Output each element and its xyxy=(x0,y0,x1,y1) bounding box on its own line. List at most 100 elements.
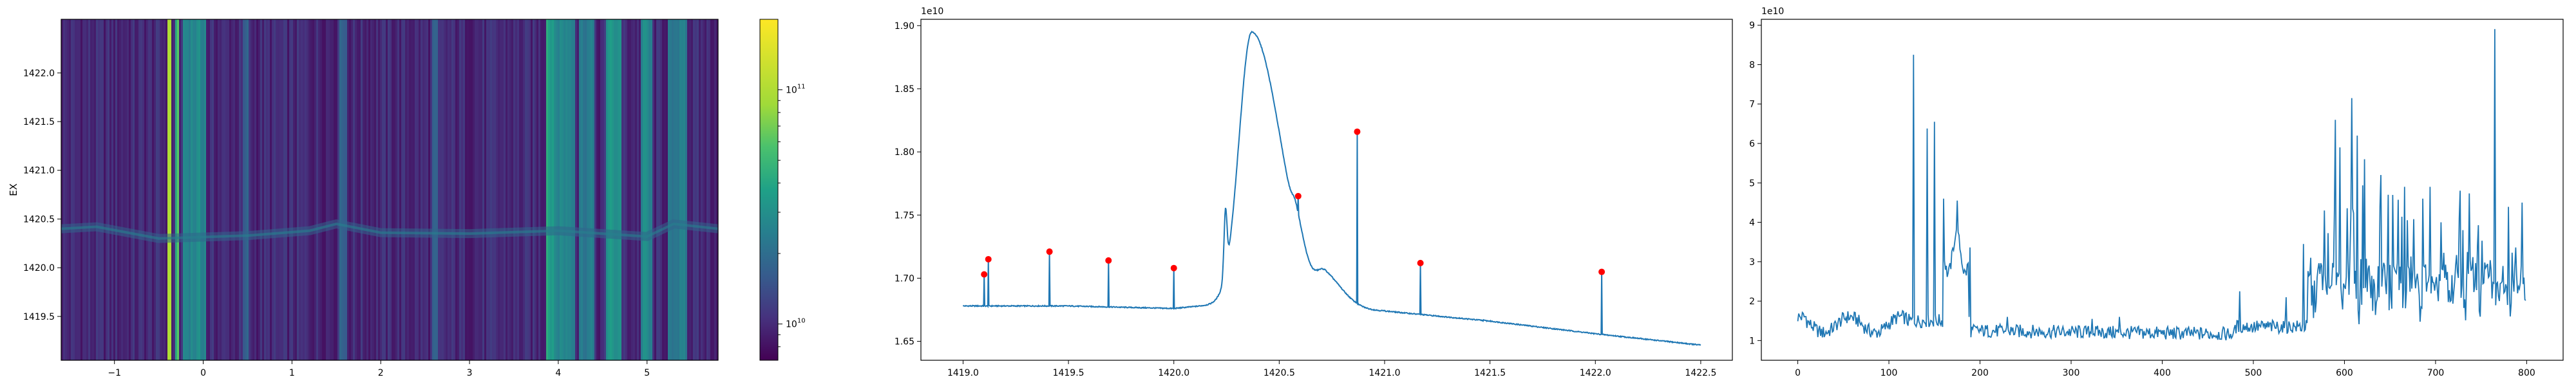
heatmap-column xyxy=(123,19,126,360)
heatmap-column xyxy=(171,19,174,360)
heatmap-column xyxy=(200,19,203,360)
heatmap-column xyxy=(496,19,498,360)
heatmap-column xyxy=(453,19,456,360)
heatmap-column xyxy=(150,19,153,360)
peak-marker xyxy=(981,271,988,278)
heatmap-column xyxy=(334,19,336,360)
heatmap-column xyxy=(243,19,245,360)
heatmap-ytick-label: 1420.5 xyxy=(23,214,55,225)
heatmap-column xyxy=(260,19,263,360)
heatmap-column xyxy=(616,19,618,360)
heatmap-column xyxy=(679,19,682,360)
series-ytick-label: 9 xyxy=(1749,21,1755,31)
heatmap-column xyxy=(154,19,156,360)
heatmap-column xyxy=(660,19,663,360)
heatmap-column xyxy=(706,19,709,360)
heatmap-column xyxy=(708,19,711,360)
heatmap-column xyxy=(71,19,73,360)
heatmap-column xyxy=(567,19,570,360)
heatmap-emission-core xyxy=(61,222,718,240)
heatmap-column xyxy=(291,19,294,360)
heatmap-column xyxy=(710,19,713,360)
heatmap-column xyxy=(135,19,137,360)
heatmap-column xyxy=(554,19,556,360)
heatmap-column xyxy=(594,19,597,360)
heatmap-column xyxy=(179,19,182,360)
heatmap-column xyxy=(455,19,458,360)
heatmap-column xyxy=(535,19,537,360)
heatmap-column xyxy=(69,19,71,360)
heatmap-xtick-label: −1 xyxy=(108,368,121,378)
heatmap-column xyxy=(191,19,193,360)
colorbar-gradient xyxy=(759,19,779,361)
heatmap-column xyxy=(436,19,439,360)
heatmap-column xyxy=(652,19,655,360)
heatmap-column xyxy=(573,19,576,360)
heatmap-column xyxy=(212,19,214,360)
heatmap-column xyxy=(492,19,495,360)
heatmap-column xyxy=(629,19,632,360)
heatmap-column xyxy=(598,19,601,360)
series-xtick-label: 600 xyxy=(2336,368,2353,378)
heatmap-column xyxy=(506,19,508,360)
heatmap-column xyxy=(424,19,427,360)
heatmap-ylabel: EX xyxy=(8,183,19,196)
heatmap-column xyxy=(540,19,543,360)
heatmap-frame xyxy=(61,19,719,361)
heatmap-column xyxy=(662,19,665,360)
heatmap-column xyxy=(189,19,191,360)
heatmap-column xyxy=(614,19,616,360)
heatmap-column xyxy=(378,19,381,360)
heatmap-column xyxy=(618,19,620,360)
spectrum-xtick-label: 1422.5 xyxy=(1685,368,1716,378)
heatmap-column xyxy=(204,19,207,360)
heatmap-column xyxy=(339,19,342,360)
heatmap-column xyxy=(486,19,489,360)
heatmap-column xyxy=(218,19,220,360)
heatmap-column xyxy=(185,19,187,360)
heatmap-column xyxy=(548,19,551,360)
heatmap-xtick-label: 5 xyxy=(644,368,650,378)
heatmap-column xyxy=(359,19,361,360)
heatmap-ytick-label: 1422.0 xyxy=(23,68,55,78)
heatmap-column xyxy=(299,19,301,360)
heatmap-column xyxy=(650,19,653,360)
heatmap-column xyxy=(194,19,197,360)
heatmap-column xyxy=(428,19,431,360)
spectrum-xtick-label: 1421.0 xyxy=(1369,368,1401,378)
heatmap-column xyxy=(216,19,218,360)
heatmap-column xyxy=(565,19,568,360)
heatmap-column xyxy=(602,19,605,360)
heatmap-column xyxy=(274,19,276,360)
heatmap-xtick-label: 3 xyxy=(467,368,473,378)
heatmap-column xyxy=(227,19,230,360)
heatmap-column xyxy=(683,19,686,360)
heatmap-column xyxy=(262,19,265,360)
heatmap-column xyxy=(714,19,717,360)
heatmap-column xyxy=(301,19,303,360)
spectrum-xtick-label: 1419.0 xyxy=(947,368,979,378)
heatmap-column xyxy=(353,19,355,360)
heatmap-axes: −1 0 1 2 3 4 5 1419.5 1420.0 1420.5 1421.0 1421.5 14… xyxy=(23,68,650,378)
heatmap-column xyxy=(473,19,475,360)
heatmap-column xyxy=(229,19,232,360)
heatmap-column xyxy=(276,19,278,360)
heatmap-column xyxy=(287,19,290,360)
heatmap-column xyxy=(318,19,321,360)
series-ytick-label: 7 xyxy=(1749,100,1755,110)
colorbar: 1010 1011 xyxy=(759,19,806,361)
heatmap-column xyxy=(210,19,213,360)
series-xtick-label: 0 xyxy=(1795,368,1801,378)
heatmap-column xyxy=(681,19,684,360)
heatmap-column xyxy=(399,19,402,360)
heatmap-column xyxy=(278,19,280,360)
heatmap-column xyxy=(96,19,99,360)
series-xtick-label: 800 xyxy=(2518,368,2535,378)
heatmap-column xyxy=(581,19,583,360)
heatmap-column xyxy=(531,19,533,360)
heatmap-column xyxy=(569,19,572,360)
heatmap-column xyxy=(94,19,97,360)
spectrum-xtick-label: 1419.5 xyxy=(1053,368,1084,378)
heatmap-column xyxy=(560,19,562,360)
heatmap-column xyxy=(647,19,649,360)
